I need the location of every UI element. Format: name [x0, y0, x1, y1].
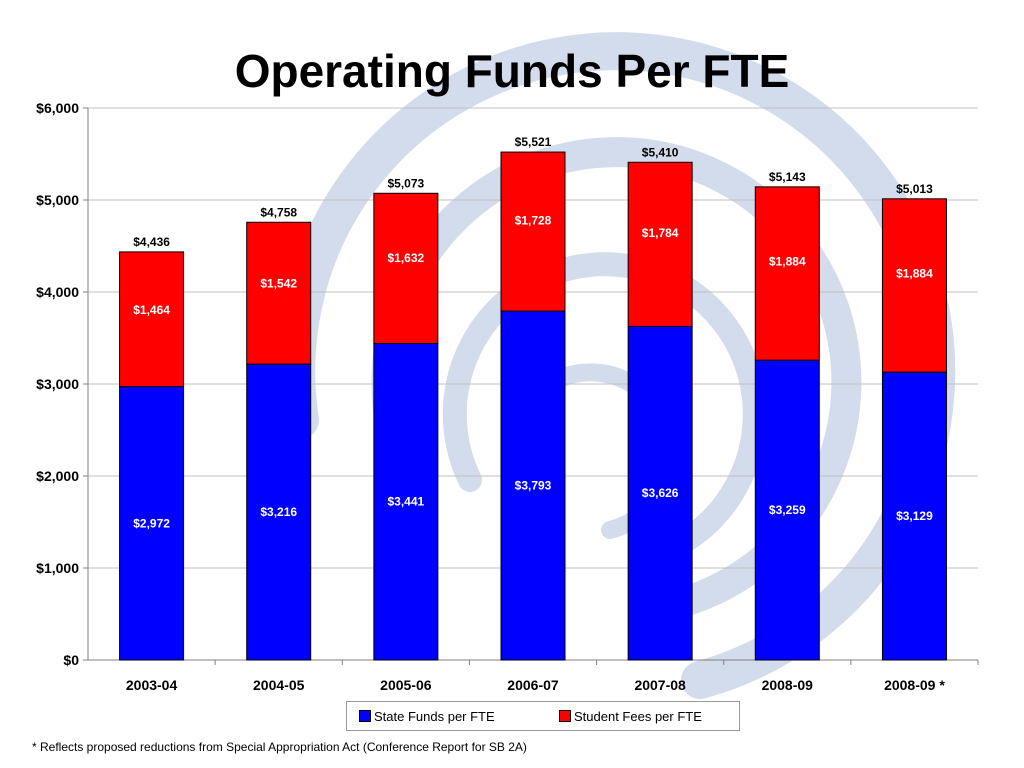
- legend-item-state-funds: State Funds per FTE: [359, 709, 495, 724]
- data-label-state-funds: $3,129: [896, 509, 933, 523]
- x-tick-label: 2005-06: [380, 677, 432, 693]
- data-label-state-funds: $3,793: [515, 479, 552, 493]
- y-tick-label: $1,000: [36, 560, 79, 576]
- bar-state-funds: [881, 371, 947, 661]
- data-label-student-fees: $1,784: [642, 226, 679, 240]
- y-tick-label: $4,000: [36, 284, 79, 300]
- bar-state-funds: [754, 359, 820, 661]
- data-label-total: $5,521: [515, 135, 552, 149]
- data-label-total: $4,436: [133, 235, 170, 249]
- bar-student-fees: [754, 186, 820, 361]
- legend-swatch-student-fees: [559, 710, 571, 722]
- y-tick-label: $3,000: [36, 376, 79, 392]
- data-label-student-fees: $1,728: [515, 213, 552, 227]
- data-label-student-fees: $1,884: [896, 266, 933, 280]
- x-tick-label: 2007-08: [634, 677, 686, 693]
- bar-state-funds: [627, 325, 693, 661]
- legend-item-student-fees: Student Fees per FTE: [559, 709, 702, 724]
- data-label-student-fees: $1,464: [133, 303, 170, 317]
- legend-label-student-fees: Student Fees per FTE: [574, 709, 702, 724]
- data-label-state-funds: $3,441: [388, 495, 425, 509]
- bar-student-fees: [119, 251, 185, 388]
- data-label-total: $5,013: [896, 182, 933, 196]
- chart-legend: State Funds per FTE Student Fees per FTE: [346, 701, 740, 731]
- x-tick-label: 2008-09 *: [884, 677, 945, 693]
- footnote: * Reflects proposed reductions from Spec…: [32, 740, 527, 754]
- bar-student-fees: [373, 192, 439, 344]
- data-label-state-funds: $2,972: [133, 516, 170, 530]
- bar-student-fees: [627, 161, 693, 327]
- data-label-total: $4,758: [260, 205, 297, 219]
- data-label-total: $5,073: [388, 176, 425, 190]
- data-label-total: $5,143: [769, 170, 806, 184]
- data-label-state-funds: $3,259: [769, 503, 806, 517]
- y-tick-label: $2,000: [36, 468, 79, 484]
- bar-state-funds: [246, 363, 312, 661]
- x-tick-label: 2008-09: [762, 677, 814, 693]
- x-tick-label: 2006-07: [507, 677, 559, 693]
- data-label-student-fees: $1,884: [769, 254, 806, 268]
- data-label-state-funds: $3,216: [260, 505, 297, 519]
- data-label-state-funds: $3,626: [642, 486, 679, 500]
- x-tick-label: 2003-04: [126, 677, 178, 693]
- bar-student-fees: [500, 151, 566, 312]
- y-tick-label: $6,000: [36, 100, 79, 116]
- y-tick-label: $5,000: [36, 192, 79, 208]
- bar-student-fees: [246, 221, 312, 365]
- legend-label-state-funds: State Funds per FTE: [374, 709, 495, 724]
- bar-state-funds: [500, 310, 566, 661]
- legend-swatch-state-funds: [359, 710, 371, 722]
- y-tick-label: $0: [63, 652, 79, 668]
- bar-student-fees: [881, 198, 947, 373]
- data-label-student-fees: $1,542: [260, 276, 297, 290]
- chart-title: Operating Funds Per FTE: [234, 45, 790, 97]
- data-label-student-fees: $1,632: [388, 251, 425, 265]
- bar-state-funds: [373, 342, 439, 661]
- x-tick-label: 2004-05: [253, 677, 305, 693]
- stacked-bar-chart: $0 $1,000 $2,000 $3,000 $4,000 $5,000 $6,000 $2…: [36, 100, 979, 693]
- bar-state-funds: [119, 386, 185, 661]
- data-label-total: $5,410: [642, 145, 679, 159]
